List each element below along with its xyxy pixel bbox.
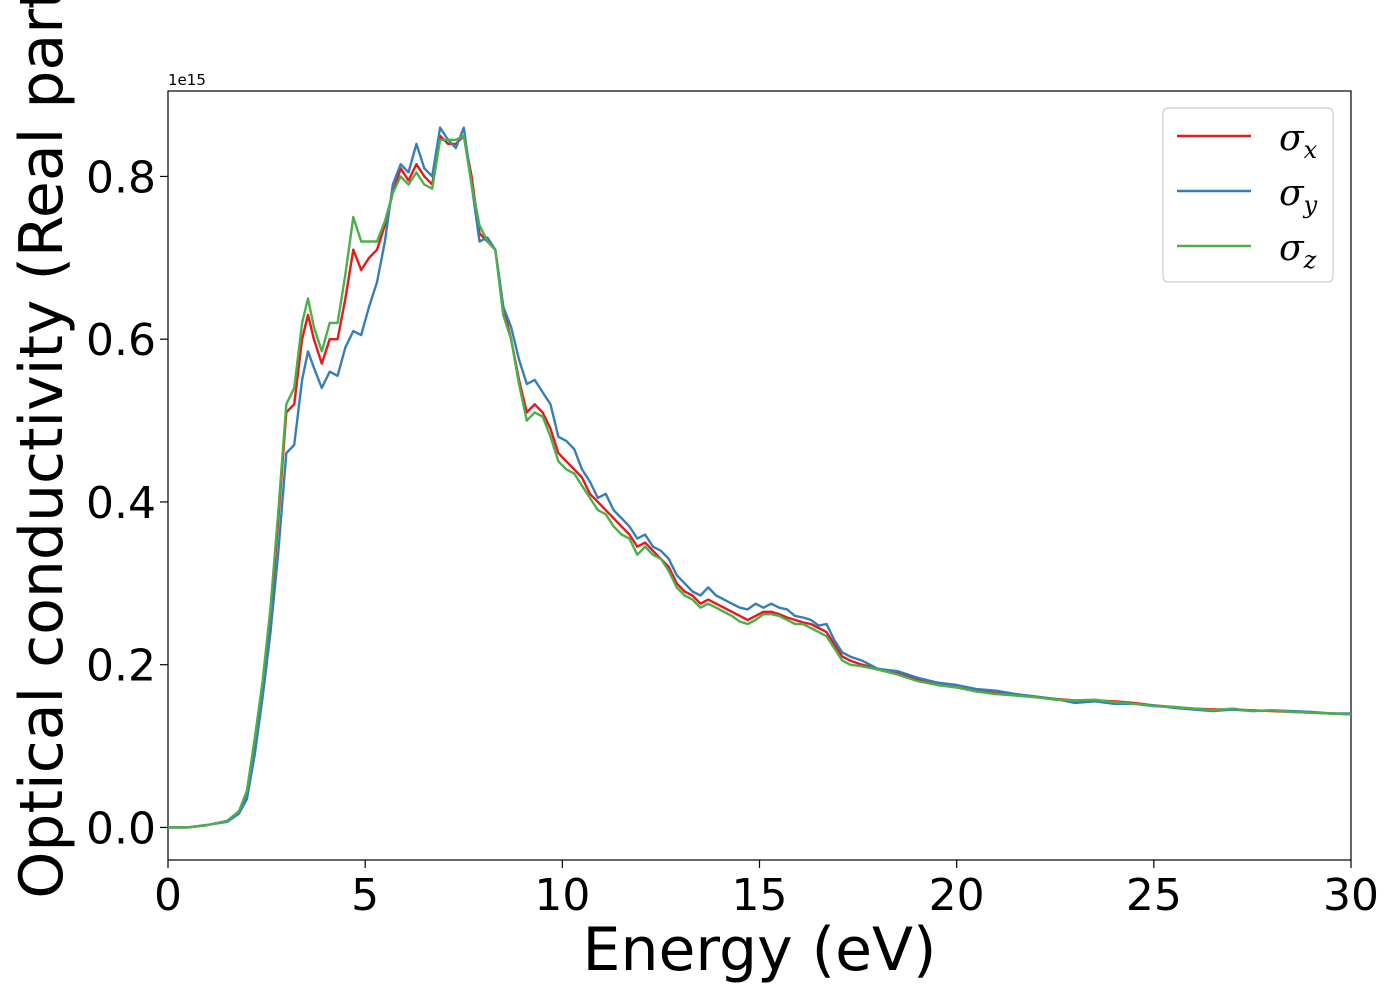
legend-box	[1162, 107, 1334, 283]
x-tick-label: 15	[732, 870, 788, 921]
x-tick-label: 25	[1126, 870, 1182, 921]
series-layer	[168, 126, 1351, 829]
y-tick-label: 0.2	[86, 641, 156, 692]
legend: σx σy σz	[1162, 107, 1334, 283]
legend-label-sigma-z: σz	[1279, 228, 1317, 274]
plot-frame	[167, 90, 1352, 861]
y-axis-label: Optical conductivity (Real part)	[7, 0, 77, 899]
y-offset-label: 1e15	[168, 71, 206, 89]
x-tick-label: 30	[1323, 870, 1379, 921]
y-tick-label: 0.4	[86, 478, 156, 529]
series-line-sigma-y	[168, 126, 1351, 829]
x-axis-label: Energy (eV)	[583, 915, 937, 985]
x-tick-label: 0	[154, 870, 182, 921]
x-tick-label: 20	[929, 870, 985, 921]
y-tick-label: 0.0	[86, 803, 156, 854]
series-line-sigma-z	[168, 134, 1351, 829]
legend-label-sigma-y: σy	[1279, 173, 1318, 219]
y-tick-label: 0.6	[86, 315, 156, 366]
plot-area	[167, 90, 1352, 861]
x-axis: 0 5 10 15 20 25 30	[154, 860, 1379, 921]
legend-label-sigma-x: σx	[1279, 118, 1318, 164]
y-axis: 0.0 0.2 0.4 0.6 0.8	[86, 152, 168, 854]
y-tick-label: 0.8	[86, 152, 156, 203]
x-tick-label: 5	[351, 870, 379, 921]
x-tick-label: 10	[534, 870, 590, 921]
